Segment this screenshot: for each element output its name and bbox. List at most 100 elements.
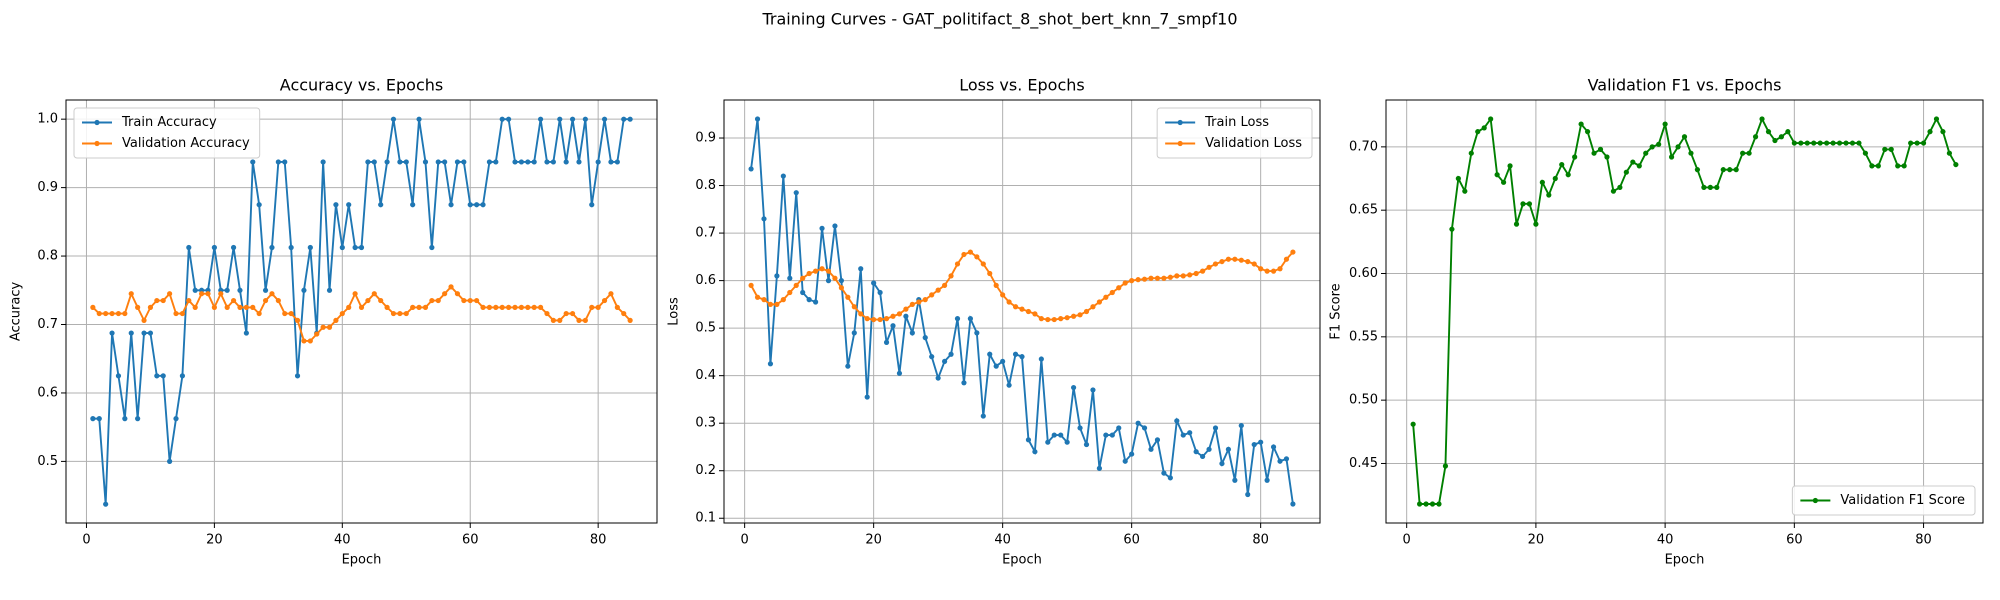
data-point [1038,316,1044,322]
data-point [1045,316,1051,323]
data-point [858,266,864,272]
x-tick-label: 0 [741,533,749,548]
data-point [967,316,973,322]
data-point [422,304,429,310]
data-point [1668,154,1675,160]
data-point [980,261,986,267]
data-point [256,202,262,208]
data-point [1219,460,1225,467]
data-point [512,159,518,165]
y-tick-label: 0.8 [695,178,716,193]
x-tick-label: 20 [1528,533,1545,548]
data-point [320,159,326,165]
data-point [1416,501,1423,507]
data-point [1888,146,1894,152]
data-point [1849,140,1856,146]
data-point [1161,470,1167,476]
data-point [1077,425,1083,431]
data-point [961,380,967,386]
data-point [275,159,281,165]
data-point [1135,420,1141,426]
data-point [314,331,320,337]
data-point [1000,358,1006,365]
data-point [1270,268,1277,274]
data-point [1277,458,1283,464]
data-point [1206,264,1212,270]
subplot-title: Loss vs. Epochs [959,76,1084,95]
subplot: Accuracy vs. Epochs 0 20 40 60 80 0.5 0.6 0.7 0.8… [9,76,658,568]
data-point [1623,169,1629,175]
data-point [397,159,403,165]
y-tick-label: 0.6 [37,385,58,400]
data-point [1212,261,1219,267]
data-point [333,202,339,208]
y-tick-label: 0.9 [37,180,58,195]
data-point [627,116,633,122]
plot-frame [723,99,1321,524]
data-point [128,291,134,297]
data-point [1096,465,1103,471]
data-point [1122,280,1128,286]
data-point [1058,432,1064,438]
x-tick-label: 60 [1786,533,1803,548]
data-point [987,270,993,277]
data-point [442,159,448,165]
data-point [1507,163,1513,169]
data-point [410,304,416,310]
legend-marker [94,119,100,126]
data-point [346,202,352,208]
data-point [365,297,371,304]
data-point [589,304,595,310]
data-point [1895,163,1901,169]
data-point [390,116,397,122]
data-point [230,244,237,251]
data-point [1238,257,1244,263]
data-point [1533,221,1539,227]
data-point [1232,477,1238,483]
data-point [1245,258,1251,265]
data-point [1513,221,1520,227]
data-point [486,304,493,310]
data-point [224,304,230,310]
data-point [173,416,179,422]
data-point [141,330,147,336]
data-point [871,316,877,323]
data-point [1765,129,1772,135]
data-point [903,313,909,319]
subplot: Loss vs. Epochs 0 20 40 60 80 0.1 0.2 0.3 0.4 0.5 0… [667,76,1321,568]
data-point [1578,121,1584,127]
data-point [167,291,173,297]
data-point [767,301,774,307]
data-point [198,291,205,297]
data-point [954,261,961,267]
data-point [754,116,761,122]
data-point [250,304,256,310]
data-point [864,394,870,400]
data-point [993,363,999,369]
data-point [1051,316,1057,323]
data-point [1154,437,1161,443]
data-point [845,294,851,300]
data-point [1423,501,1429,507]
y-tick-label: 0.2 [695,463,716,478]
data-point [1264,477,1270,483]
data-point [948,273,954,279]
data-point [1494,172,1500,178]
data-point [1154,275,1161,281]
data-point [1656,141,1662,147]
x-tick-label: 20 [865,533,882,548]
data-point [1617,184,1623,190]
data-point [474,202,480,208]
data-point [825,278,832,284]
data-point [569,310,576,317]
data-point [384,304,390,310]
legend: Train Accuracy Validation Accuracy [73,107,261,159]
data-point [1264,268,1270,274]
data-point [1129,278,1135,284]
data-point [243,304,249,310]
data-point [448,284,454,290]
data-point [1219,258,1225,265]
data-point [858,311,864,317]
data-point [1064,315,1070,321]
